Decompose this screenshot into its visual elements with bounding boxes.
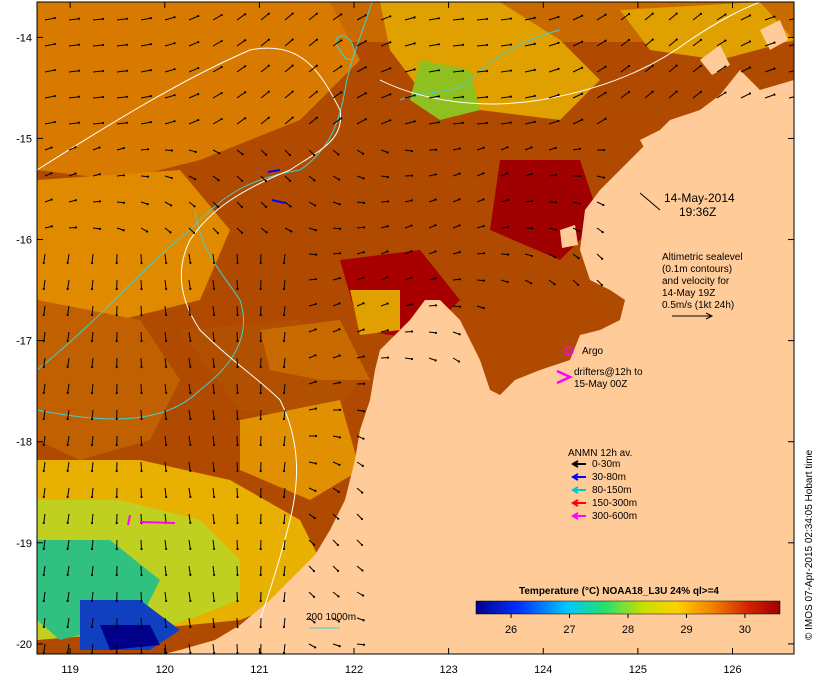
colorbar: Temperature (°C) NOAA18_L3U 24% ql>=4 26… [475, 586, 781, 636]
drifter-label-1: drifters@12h to [574, 367, 643, 378]
colorbar-tick-label: 28 [622, 624, 634, 636]
lon-tick-label: 119 [61, 664, 79, 676]
argo-marker-icon [564, 346, 574, 356]
sealevel-contours [37, 2, 761, 621]
anmn-item-label: 30-80m [592, 472, 626, 483]
anmn-item-label: 150-300m [592, 498, 637, 509]
colorbar-tick-label: 29 [680, 624, 692, 636]
drifter-label-2: 15-May 00Z [574, 379, 627, 390]
lon-tick-label: 121 [250, 664, 268, 676]
altimetry-line-3: and velocity for [662, 276, 730, 287]
plot-frame [36, 1, 795, 655]
drifter-tracks [127, 169, 286, 526]
lat-tick-label: -14 [16, 32, 32, 44]
altimetry-line-2: (0.1m contours) [662, 264, 732, 275]
altimetry-line-5: 0.5m/s (1kt 24h) [662, 300, 734, 311]
lon-tick-label: 120 [156, 664, 174, 676]
velocity-arrows [42, 12, 794, 654]
date-pointer [639, 192, 661, 211]
date-line-2: 19:36Z [679, 205, 716, 219]
colorbar-tick-label: 30 [739, 624, 751, 636]
lat-tick-label: -17 [16, 336, 32, 348]
lon-tick-label: 123 [439, 664, 457, 676]
colorbar-tick-label: 26 [505, 624, 517, 636]
coastal-islands [560, 20, 788, 248]
sst-patches [37, 2, 794, 650]
anmn-title: ANMN 12h av. [568, 448, 632, 459]
anmn-item-label: 0-30m [592, 459, 620, 470]
lat-tick-label: -18 [16, 437, 32, 449]
anmn-item-label: 300-600m [592, 511, 637, 522]
altimetry-line-1: Altimetric sealevel [662, 252, 743, 263]
drifter-marker-icon [556, 369, 573, 385]
lon-tick-label: 122 [345, 664, 363, 676]
lat-tick-label: -20 [16, 639, 32, 651]
colorbar-gradient [475, 600, 781, 615]
lon-tick-label: 124 [534, 664, 552, 676]
lat-tick-label: -16 [16, 235, 32, 247]
argo-label: Argo [582, 346, 604, 357]
altimetry-line-4: 14-May 19Z [662, 288, 715, 299]
credit: © IMOS 07-Apr-2015 02:34:05 Hobart time [804, 449, 815, 640]
anmn-item-label: 80-150m [592, 485, 631, 496]
colorbar-tick-label: 27 [563, 624, 575, 636]
lon-tick-label: 125 [629, 664, 647, 676]
depth-legend: 200 1000m [306, 612, 356, 623]
axis-ticks: 119 120 121 122 123 124 125 126 -14 -15 -16 -17 -18 -… [16, 2, 794, 676]
land-mass [164, 70, 794, 654]
anmn-legend: ANMN 12h av. 0-30m 30-80m 80-150m 150-300m 3… [568, 448, 637, 522]
colorbar-title: Temperature (°C) NOAA18_L3U 24% ql>=4 [519, 586, 719, 597]
lon-tick-label: 126 [723, 664, 741, 676]
lat-tick-label: -15 [16, 133, 32, 145]
lat-tick-label: -19 [16, 538, 32, 550]
altimetry-note: Altimetric sealevel (0.1m contours) and … [662, 252, 743, 320]
date-line-1: 14-May-2014 [664, 191, 735, 205]
